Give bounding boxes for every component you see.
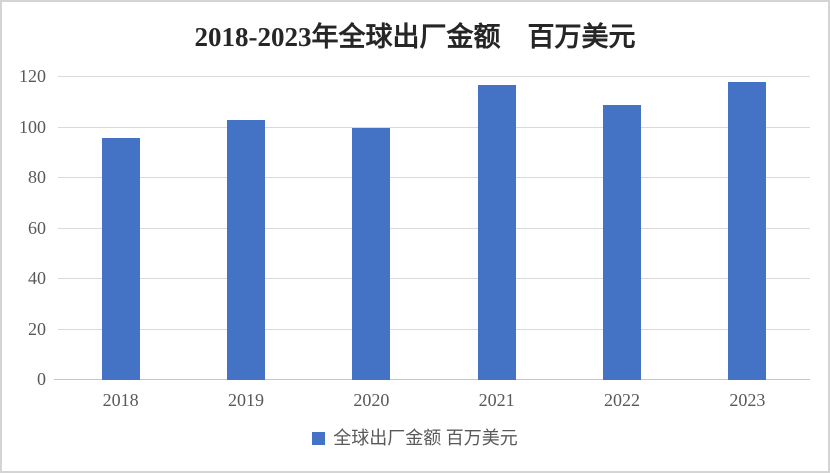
x-tick-label-2023: 2023 bbox=[729, 390, 766, 410]
y-tick-label-100: 100 bbox=[19, 116, 46, 137]
gridline-y40 bbox=[58, 278, 810, 279]
gridline-y120 bbox=[58, 76, 810, 77]
legend: 全球出厂金额 百万美元 bbox=[2, 429, 828, 447]
y-tick-label-40: 40 bbox=[28, 268, 46, 288]
gridline-y60 bbox=[58, 227, 810, 229]
y-tick-label-20: 20 bbox=[28, 318, 46, 339]
x-tick-label-2020: 2020 bbox=[353, 390, 390, 410]
bar-2018 bbox=[101, 137, 140, 380]
x-tick-label-2021: 2021 bbox=[478, 390, 515, 410]
y-tick-label-0: 0 bbox=[37, 369, 46, 389]
y-tick-label-80: 80 bbox=[28, 167, 46, 187]
x-axis-line bbox=[54, 379, 810, 380]
bar-2021 bbox=[477, 84, 516, 380]
chart-title: 2018-2023年全球出厂金额 百万美元 bbox=[194, 22, 636, 52]
y-tick-label-120: 120 bbox=[19, 66, 46, 86]
plot-area bbox=[54, 76, 810, 380]
legend-label: 全球出厂金额 百万美元 bbox=[333, 428, 518, 448]
x-tick-label-2022: 2022 bbox=[604, 390, 640, 410]
x-tick-label-2019: 2019 bbox=[228, 390, 264, 410]
legend-swatch-icon bbox=[312, 431, 326, 445]
gridline-y80 bbox=[58, 177, 810, 178]
bar-2019 bbox=[227, 119, 265, 380]
y-tick-label-60: 60 bbox=[28, 217, 46, 238]
bar-2023 bbox=[728, 82, 767, 380]
gridline-y100 bbox=[58, 126, 810, 128]
bar-2022 bbox=[603, 104, 641, 380]
x-tick-label-2018: 2018 bbox=[102, 390, 139, 410]
bar-2020 bbox=[352, 127, 391, 380]
gridline-y20 bbox=[58, 328, 810, 330]
